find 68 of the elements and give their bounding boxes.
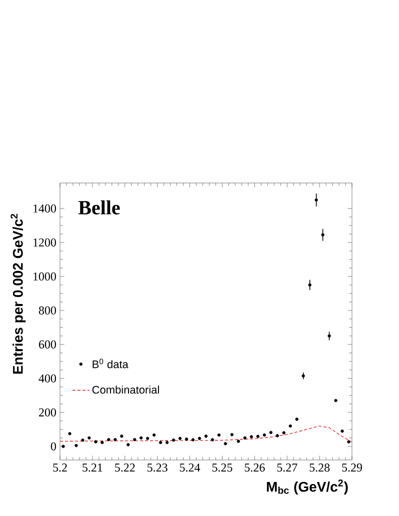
point <box>224 442 228 446</box>
x-tick-label: 5.25 <box>212 464 232 472</box>
annotation: Belle <box>78 200 120 214</box>
point <box>334 398 338 402</box>
legend-label: B$^{0}$ data <box>92 358 128 368</box>
point <box>88 436 91 440</box>
point <box>165 440 169 444</box>
point <box>204 434 208 438</box>
y-tick-label: 1000 <box>34 272 56 281</box>
point <box>81 438 84 442</box>
y-tick-label: 0 <box>50 442 56 450</box>
point <box>158 440 162 444</box>
y-tick-label: 200 <box>39 408 56 416</box>
point <box>314 198 318 202</box>
x-tick-label: 5.23 <box>148 464 168 472</box>
point <box>250 435 254 438</box>
point <box>236 440 240 443</box>
x-tick-label: 5.2 <box>53 464 67 472</box>
x-axis-title: M$_{bc}$ (GeV/c$^{2}$) <box>266 480 348 494</box>
point <box>262 433 266 437</box>
point <box>107 438 110 442</box>
point <box>276 434 279 438</box>
x-tick-label: 5.24 <box>180 464 200 472</box>
point <box>68 432 72 436</box>
x-tick-label: 5.22 <box>115 464 135 472</box>
point <box>321 233 324 236</box>
point <box>133 438 136 442</box>
point <box>191 438 195 442</box>
point <box>282 431 286 434</box>
point <box>184 437 188 441</box>
x-tick-label: 5.28 <box>310 464 330 472</box>
point <box>62 444 65 448</box>
y-tick-label: 800 <box>38 306 56 314</box>
x-tick-label: 5.26 <box>244 464 265 472</box>
point <box>94 440 98 444</box>
point <box>114 438 117 442</box>
x-tick-label: 5.27 <box>277 464 298 472</box>
point <box>230 433 234 436</box>
line-series <box>60 426 352 443</box>
x-tick-label: 5.21 <box>82 464 102 472</box>
point <box>269 430 272 434</box>
point <box>217 433 221 437</box>
point <box>152 433 156 437</box>
y-tick-label: 600 <box>38 340 56 348</box>
point <box>146 436 150 440</box>
y-axis-title: Entries per 0.002 GeV/c$^{2}$ <box>10 214 26 374</box>
point <box>198 436 202 440</box>
y-tick-label: 1200 <box>34 238 56 247</box>
point <box>100 440 104 444</box>
y-tick-label: 1400 <box>34 204 56 213</box>
y-tick-label: 400 <box>38 374 56 382</box>
point <box>120 434 124 438</box>
legend-label: Combinatorial <box>92 386 159 394</box>
point <box>288 424 292 428</box>
point <box>210 438 214 442</box>
point <box>256 434 260 438</box>
point <box>172 438 176 442</box>
point <box>328 334 331 338</box>
point <box>74 444 78 448</box>
point <box>295 418 298 421</box>
point <box>140 436 143 440</box>
x-tick-label: 5.29 <box>342 464 362 472</box>
point <box>347 440 350 444</box>
point <box>243 436 247 440</box>
point <box>308 283 312 287</box>
point <box>340 430 344 433</box>
point <box>126 443 130 446</box>
point <box>178 436 182 440</box>
